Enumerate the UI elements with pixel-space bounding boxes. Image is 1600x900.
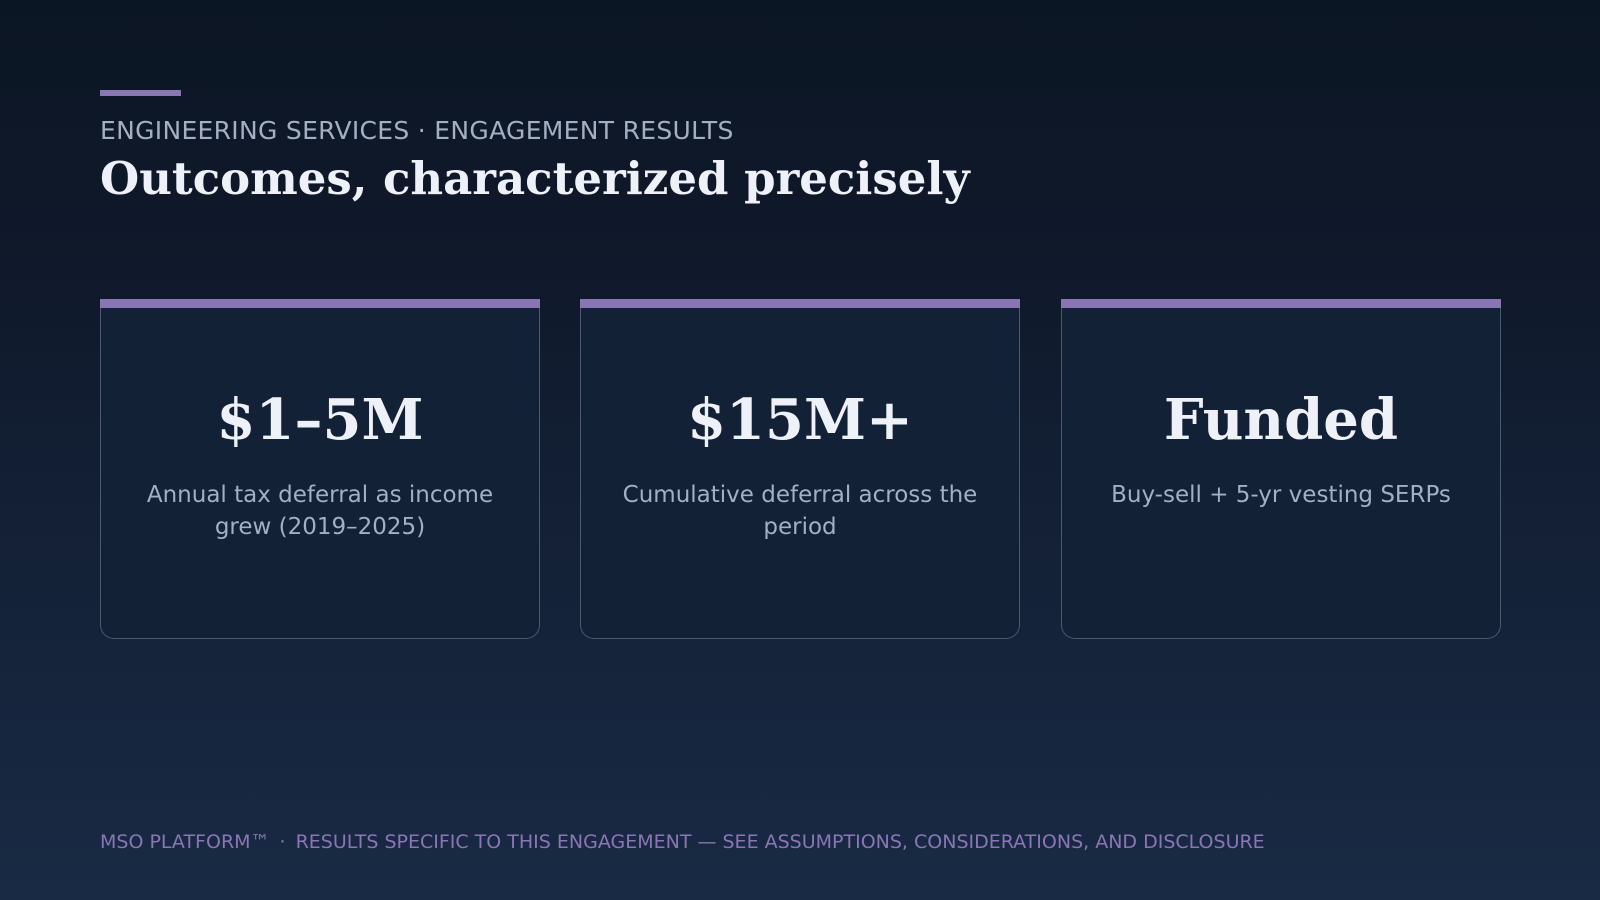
footer-separator: · bbox=[279, 831, 286, 853]
card-accent-bar bbox=[1061, 299, 1501, 308]
footer: MSO PLATFORM™ · RESULTS SPECIFIC TO THIS E… bbox=[100, 831, 1265, 853]
result-card-funded: Funded Buy-sell + 5-yr vesting SERPs bbox=[1061, 299, 1501, 640]
card-value: $15M+ bbox=[687, 387, 913, 453]
card-panel bbox=[1061, 305, 1501, 639]
card-accent-bar bbox=[100, 299, 540, 308]
card-description: Annual tax deferral as income grew (2019… bbox=[146, 482, 494, 540]
card-accent-bar bbox=[580, 299, 1020, 308]
results-cards: $1–5M Annual tax deferral as income grew… bbox=[100, 299, 1501, 640]
card-value: $1–5M bbox=[216, 387, 424, 453]
card-panel bbox=[580, 305, 1020, 639]
section-eyebrow: ENGINEERING SERVICES · ENGAGEMENT RESULT… bbox=[100, 116, 734, 145]
result-card-cumulative-deferral: $15M+ Cumulative deferral across the per… bbox=[580, 299, 1020, 640]
result-card-tax-deferral: $1–5M Annual tax deferral as income grew… bbox=[100, 299, 540, 640]
page-title: Outcomes, characterized precisely bbox=[100, 152, 970, 205]
footer-brand: MSO PLATFORM™ bbox=[100, 831, 270, 853]
footer-disclaimer: RESULTS SPECIFIC TO THIS ENGAGEMENT — SE… bbox=[295, 831, 1265, 853]
card-value: Funded bbox=[1163, 387, 1399, 453]
card-description: Buy-sell + 5-yr vesting SERPs bbox=[1111, 482, 1451, 508]
card-panel bbox=[100, 305, 540, 639]
card-description: Cumulative deferral across the period bbox=[622, 482, 978, 540]
accent-bar bbox=[100, 90, 181, 96]
